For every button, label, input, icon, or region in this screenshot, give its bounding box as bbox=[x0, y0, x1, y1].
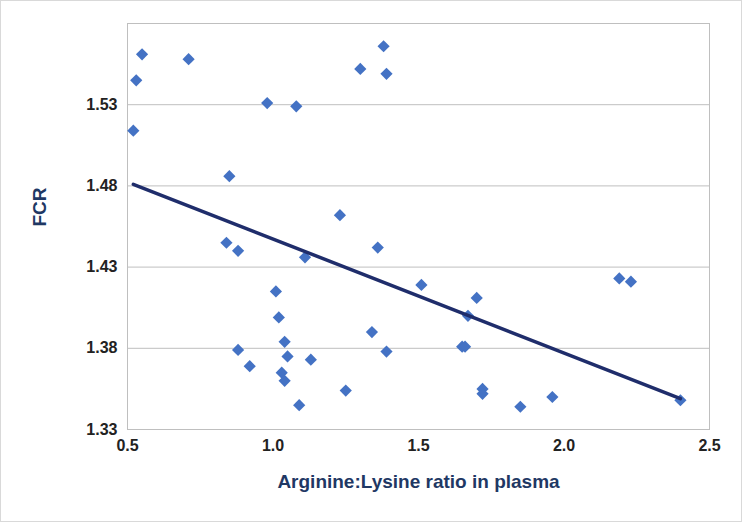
svg-text:2.5: 2.5 bbox=[698, 437, 720, 454]
svg-text:0.5: 0.5 bbox=[116, 437, 138, 454]
svg-text:FCR: FCR bbox=[29, 187, 50, 226]
svg-text:1.48: 1.48 bbox=[86, 177, 117, 194]
svg-text:1.33: 1.33 bbox=[86, 421, 117, 438]
svg-text:1.0: 1.0 bbox=[262, 437, 284, 454]
svg-text:2.0: 2.0 bbox=[553, 437, 575, 454]
svg-text:1.43: 1.43 bbox=[86, 258, 117, 275]
svg-text:1.5: 1.5 bbox=[407, 437, 429, 454]
svg-text:Arginine:Lysine ratio in plasm: Arginine:Lysine ratio in plasma bbox=[277, 471, 560, 492]
svg-text:1.53: 1.53 bbox=[86, 96, 117, 113]
svg-text:1.38: 1.38 bbox=[86, 339, 117, 356]
